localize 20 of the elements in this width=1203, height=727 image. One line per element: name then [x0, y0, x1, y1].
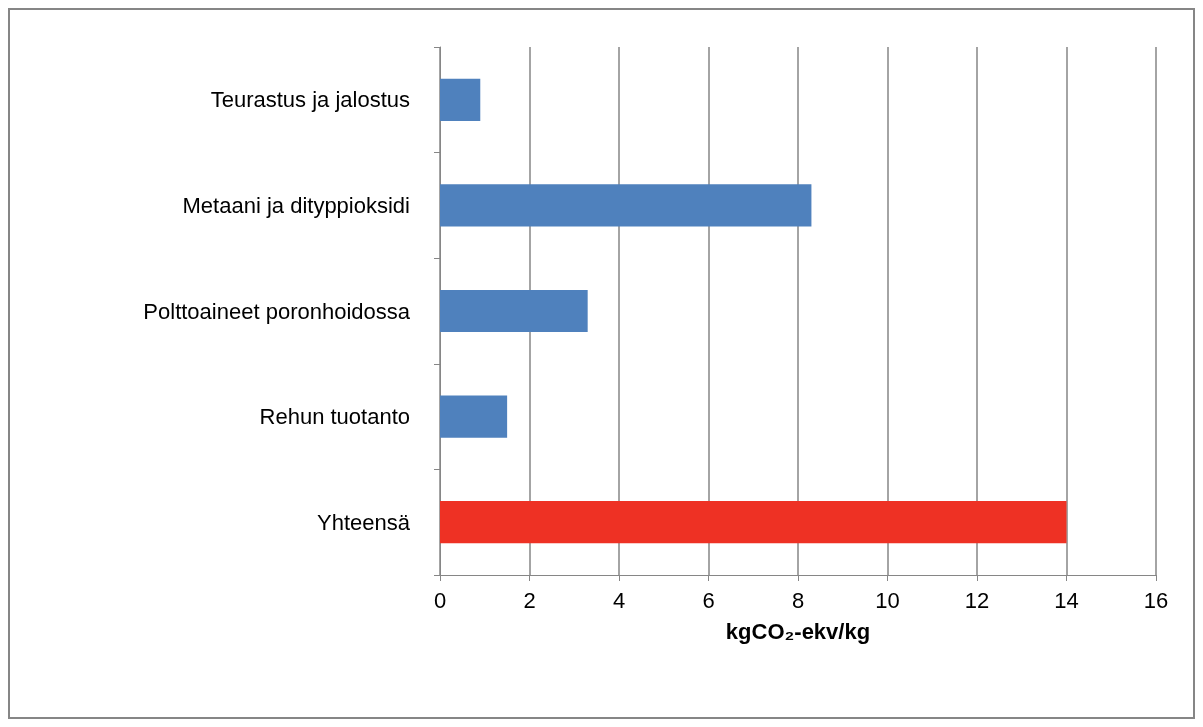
- x-tick-label: 0: [433, 587, 447, 613]
- y-tick-label: Metaani ja dityppioksidi: [182, 192, 410, 218]
- x-tick-label: 2: [523, 587, 536, 613]
- bar: [440, 184, 812, 227]
- x-tick-label: 10: [875, 587, 900, 613]
- x-tick-label: 4: [612, 587, 626, 613]
- x-tick-label: 12: [964, 587, 990, 613]
- y-tick-label: Teurastus ja jalostus: [210, 87, 410, 113]
- x-tick-label: 16: [1143, 587, 1169, 613]
- bar: [440, 501, 1067, 544]
- x-tick-label: 14: [1054, 587, 1079, 613]
- x-tick-label: 8: [791, 587, 805, 613]
- x-tick-label: 6: [702, 587, 715, 613]
- y-tick-label: Yhteensä: [317, 509, 411, 535]
- y-tick-label: Polttoaineet poronhoidossa: [143, 298, 411, 324]
- bar: [440, 395, 508, 438]
- y-tick-label: Rehun tuotanto: [259, 404, 410, 430]
- bar: [440, 78, 481, 121]
- bar: [440, 289, 588, 333]
- x-axis-title: kgCO₂-ekv/kg: [725, 618, 871, 644]
